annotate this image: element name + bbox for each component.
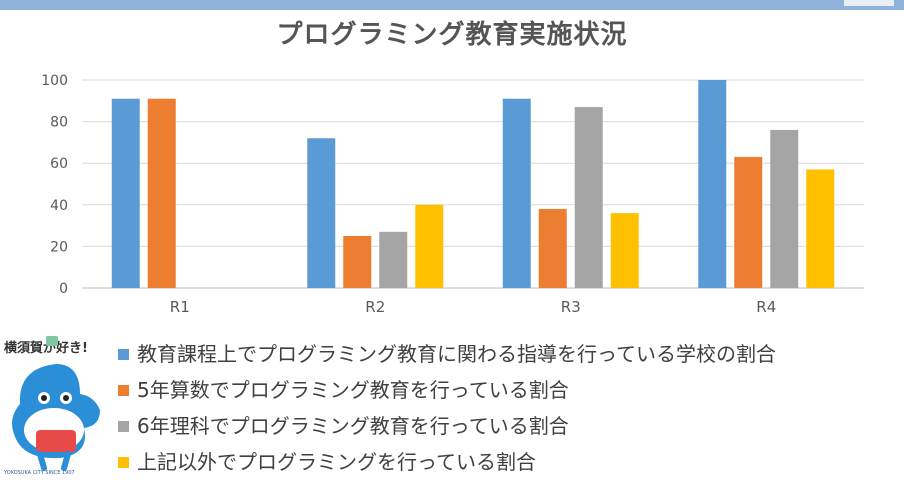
bar-R1-series-1: [111, 98, 140, 288]
y-tick-label-40: 40: [50, 198, 68, 214]
bar-R3-series-4: [610, 213, 639, 288]
y-tick-label-80: 80: [50, 115, 68, 131]
bar-R4-series-3: [770, 129, 799, 288]
bar-R1-series-2: [147, 98, 176, 288]
x-tick-label-R2: R2: [365, 298, 385, 316]
bar-R3-series-2: [538, 208, 567, 288]
bar-R2-series-4: [415, 204, 444, 288]
legend-swatch-4: [118, 456, 129, 468]
svg-text:YOKOSUKA CITY SINCE 1907: YOKOSUKA CITY SINCE 1907: [3, 470, 75, 476]
y-tick-label-100: 100: [41, 73, 68, 89]
mascot-image: 横須賀が好き! YOKOSUKA CITY SINCE 1907: [3, 336, 100, 476]
legend-swatch-2: [118, 384, 129, 396]
legend-item-4: 上記以外でプログラミングを行っている割合: [118, 444, 898, 480]
y-tick-label-60: 60: [50, 156, 68, 172]
bar-R3-series-1: [502, 98, 531, 288]
bar-R3-series-3: [574, 107, 603, 288]
legend-swatch-3: [118, 420, 129, 432]
bar-chart: 0 20 40 60 80 100 R1 R2 R3 R4: [41, 73, 864, 316]
y-tick-label-0: 0: [59, 281, 68, 297]
bar-R4-series-1: [698, 80, 727, 288]
legend-swatch-1: [118, 348, 129, 360]
legend-label-1: 教育課程上でプログラミング教育に関わる指導を行っている学校の割合: [137, 342, 776, 366]
x-tick-label-R4: R4: [756, 298, 776, 316]
legend-label-3: 6年理科でプログラミング教育を行っている割合: [137, 414, 569, 438]
legend-label-4: 上記以外でプログラミングを行っている割合: [137, 450, 536, 474]
legend-item-3: 6年理科でプログラミング教育を行っている割合: [118, 408, 898, 444]
x-tick-label-R3: R3: [561, 298, 581, 316]
top-strip: [0, 0, 904, 10]
legend-item-2: 5年算数でプログラミング教育を行っている割合: [118, 372, 898, 408]
legend-label-2: 5年算数でプログラミング教育を行っている割合: [137, 378, 569, 402]
top-strip-tab: [844, 0, 894, 6]
bar-R2-series-2: [343, 236, 372, 288]
y-tick-label-20: 20: [50, 239, 68, 255]
chart-legend: 教育課程上でプログラミング教育に関わる指導を行っている学校の割合 5年算数でプログ…: [118, 336, 898, 480]
bar-R4-series-2: [734, 156, 763, 288]
bar-R4-series-4: [806, 169, 835, 288]
legend-item-1: 教育課程上でプログラミング教育に関わる指導を行っている学校の割合: [118, 336, 898, 372]
chart-title: プログラミング教育実施状況: [276, 20, 628, 50]
bar-R2-series-3: [379, 231, 408, 288]
x-tick-label-R1: R1: [170, 298, 190, 316]
bar-R2-series-1: [307, 138, 336, 288]
svg-text:横須賀が好き!: 横須賀が好き!: [4, 340, 88, 356]
